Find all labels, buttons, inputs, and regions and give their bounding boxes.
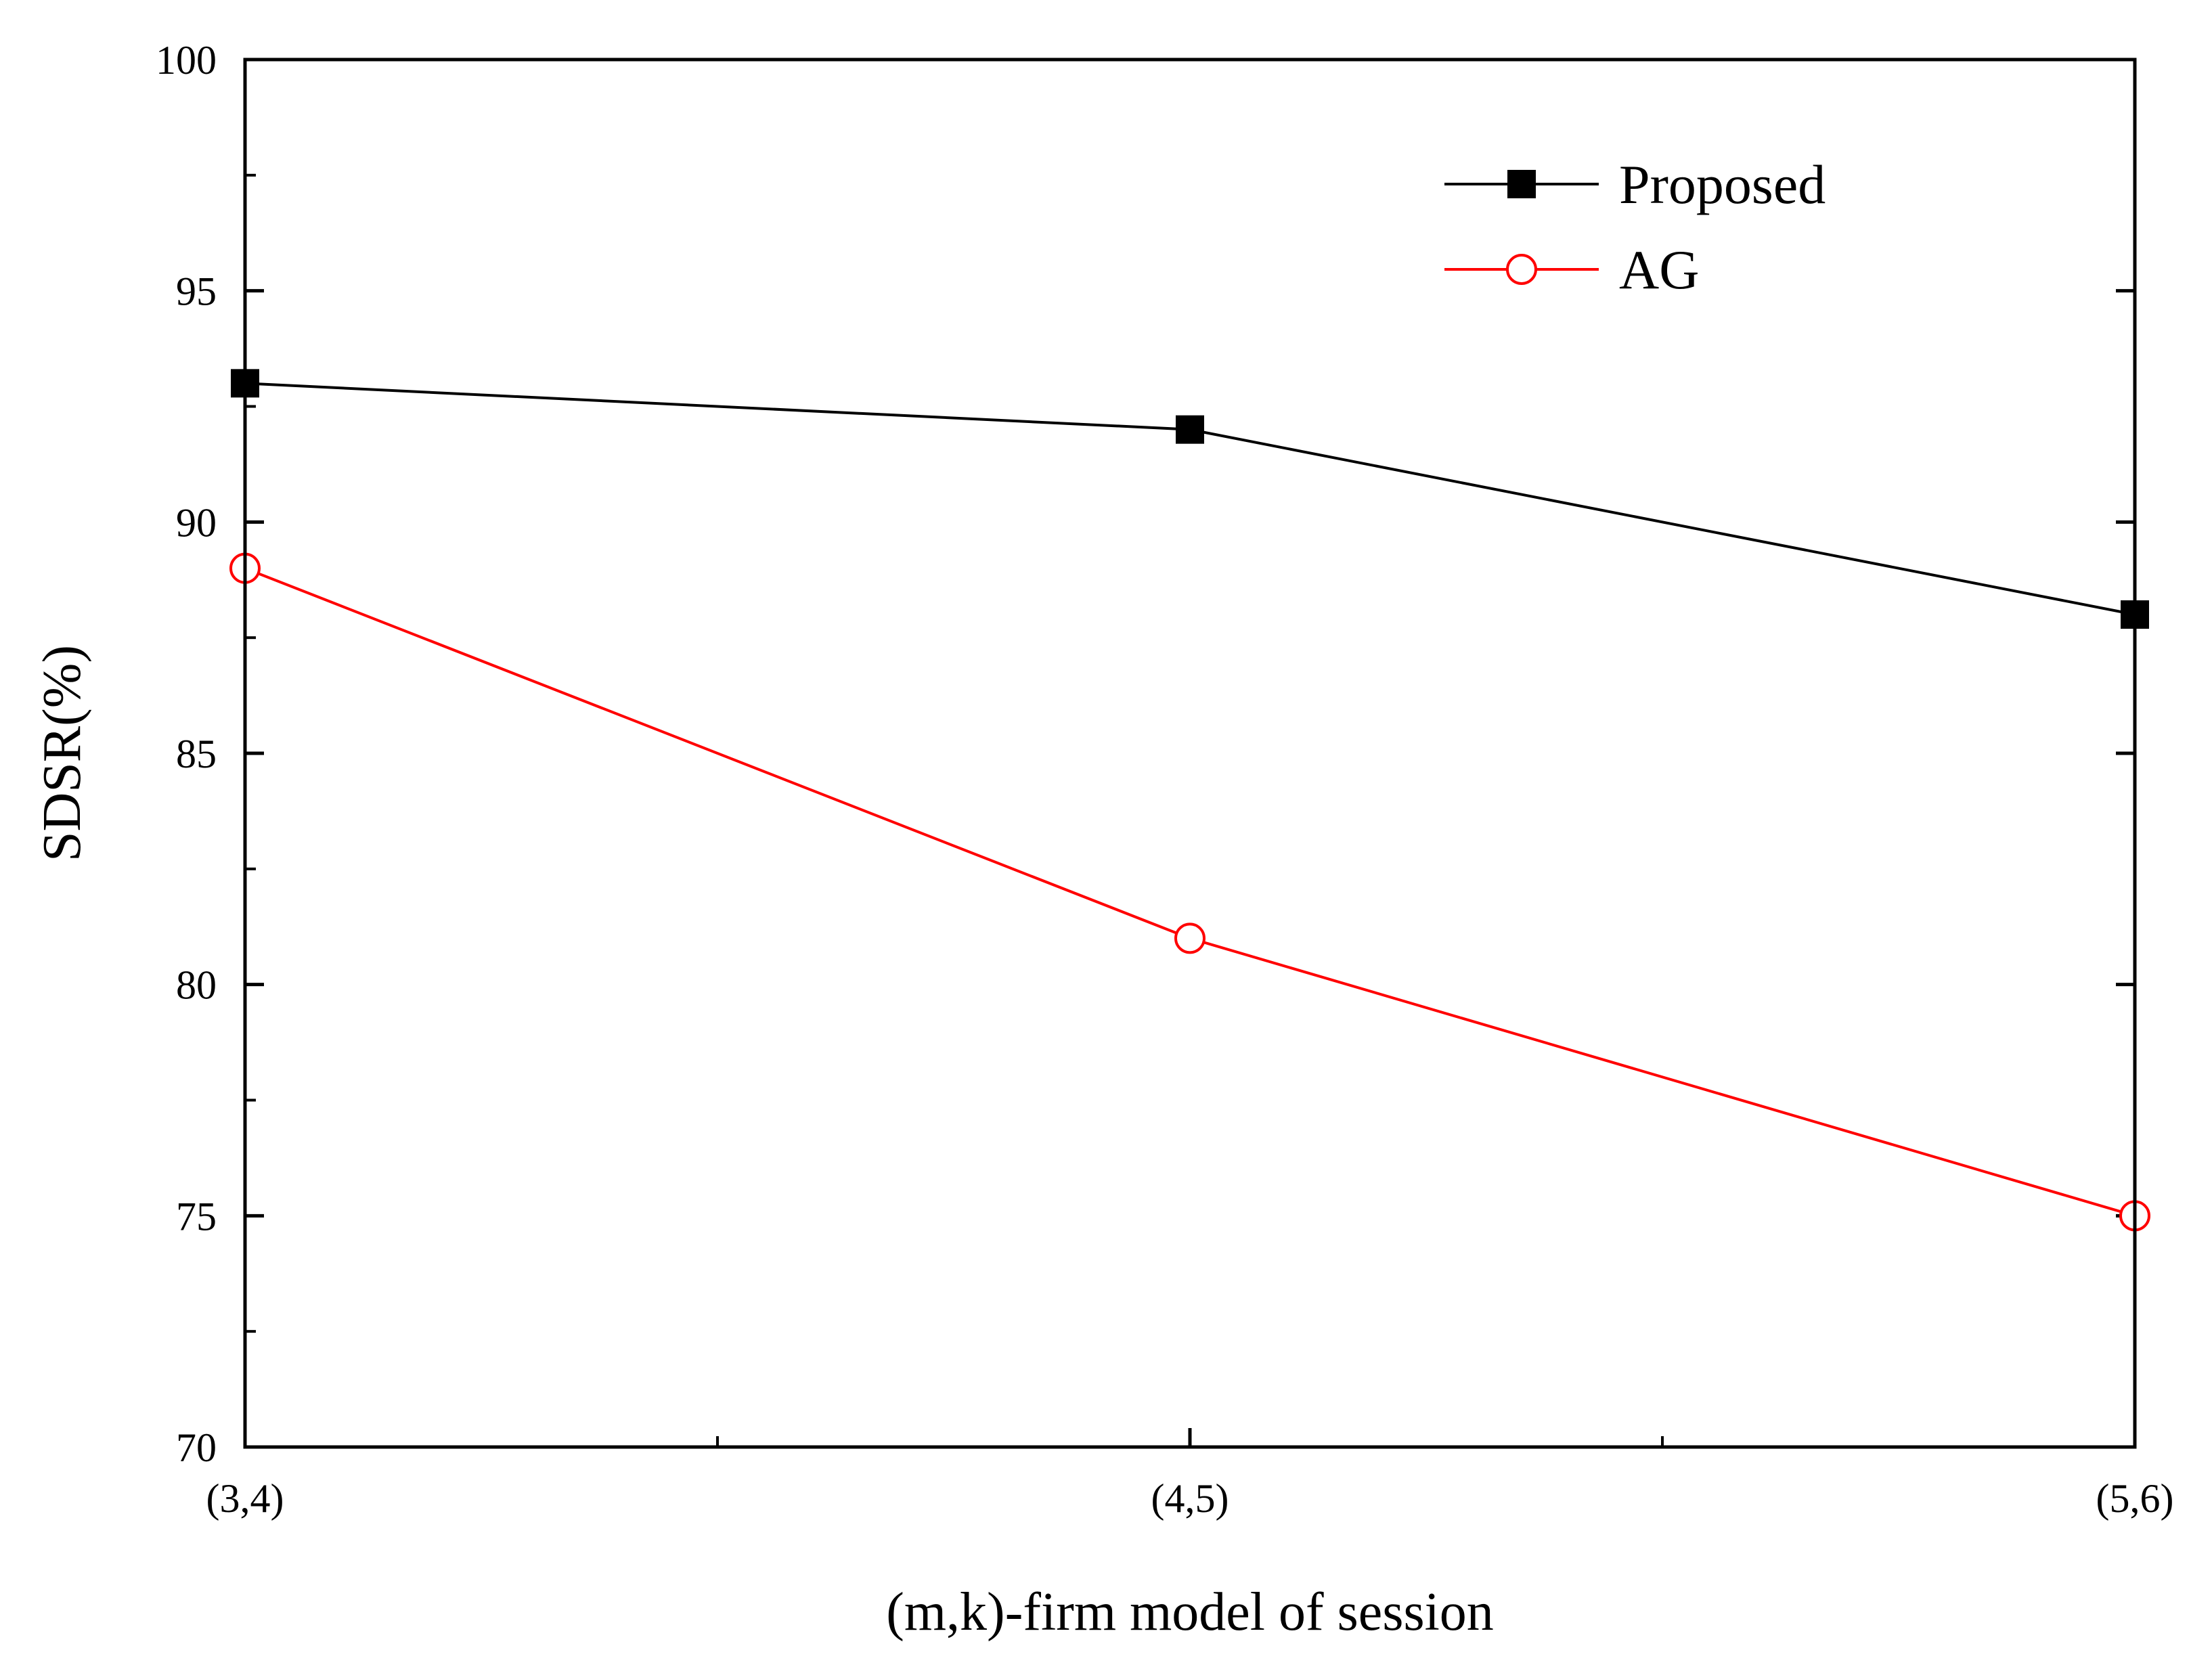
- y-tick-label: 95: [176, 269, 217, 314]
- y-tick-label: 80: [176, 963, 217, 1008]
- y-tick-label: 70: [176, 1425, 217, 1470]
- y-tick-label: 85: [176, 732, 217, 776]
- x-tick-label: (5,6): [2096, 1476, 2174, 1521]
- legend-marker-proposed: [1507, 170, 1536, 198]
- data-point-proposed: [1176, 415, 1204, 444]
- legend: Proposed AG: [1444, 154, 1826, 301]
- y-axis-title: SDSR(%): [32, 645, 92, 862]
- legend-label-proposed: Proposed: [1619, 154, 1826, 215]
- y-tick-label: 90: [176, 500, 217, 545]
- y-tick-label: 75: [176, 1194, 217, 1239]
- data-point-ag: [1174, 922, 1205, 954]
- legend-label-ag: AG: [1619, 239, 1699, 301]
- x-tick-label: (3,4): [206, 1476, 284, 1521]
- x-axis: (3,4) (4,5) (5,6): [206, 1428, 2174, 1521]
- y-tick-label: 100: [156, 38, 217, 83]
- plot-frame: [243, 58, 2137, 1449]
- legend-marker-ag: [1506, 254, 1537, 285]
- x-axis-title: (m,k)-firm model of session: [886, 1582, 1494, 1642]
- x-tick-label: (4,5): [1151, 1476, 1229, 1521]
